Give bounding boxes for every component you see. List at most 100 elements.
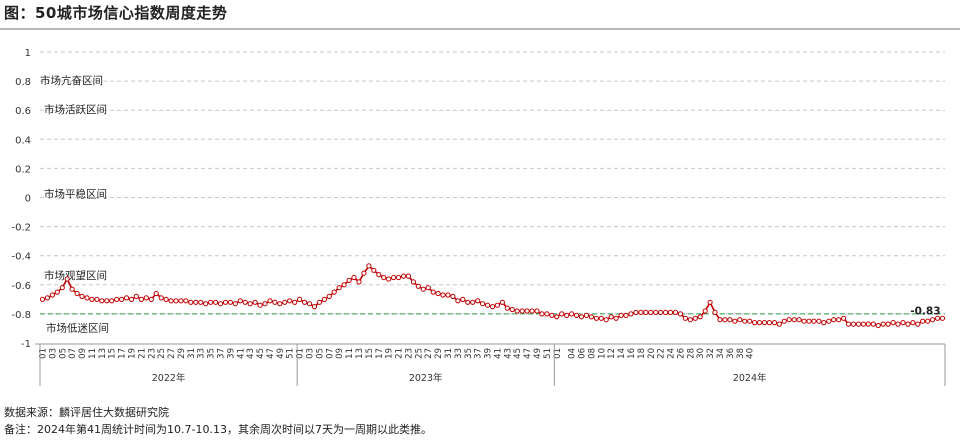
data-point xyxy=(930,317,936,323)
data-point xyxy=(64,276,70,282)
y-tick-label: 0.2 xyxy=(15,164,31,175)
x-tick-label: 49 xyxy=(533,348,543,359)
data-point xyxy=(114,296,120,302)
data-point xyxy=(529,308,535,314)
data-point xyxy=(232,301,238,307)
data-point xyxy=(761,320,768,326)
data-point xyxy=(905,321,911,327)
data-point xyxy=(193,299,199,305)
data-point xyxy=(524,308,530,314)
data-point xyxy=(346,277,352,283)
x-tick-label: 45 xyxy=(513,348,523,359)
data-point xyxy=(608,314,614,320)
y-tick-label: -0.2 xyxy=(11,223,31,234)
data-point xyxy=(69,286,75,292)
x-tick-label: 18 xyxy=(637,348,647,359)
x-tick-label: 23 xyxy=(147,348,157,359)
data-point xyxy=(297,296,303,302)
data-point xyxy=(875,322,881,329)
data-point xyxy=(475,298,481,304)
data-point xyxy=(737,317,743,323)
data-point xyxy=(257,302,263,308)
data-point xyxy=(173,298,179,304)
data-point xyxy=(544,311,550,317)
data-point xyxy=(895,321,901,327)
data-point xyxy=(900,320,906,326)
x-tick-label: 05 xyxy=(58,348,68,359)
data-point xyxy=(252,299,258,305)
x-tick-label: 23 xyxy=(404,348,414,359)
x-tick-label: 17 xyxy=(375,348,385,359)
data-point xyxy=(791,317,797,323)
data-point xyxy=(499,299,505,305)
remark-note: 备注：2024年第41周统计时间为10.7-10.13，其余周次时间以7天为一周… xyxy=(4,423,432,436)
data-point xyxy=(742,318,748,324)
data-point xyxy=(198,299,204,305)
x-tick-label: 07 xyxy=(68,348,78,359)
data-point xyxy=(123,295,130,301)
data-point xyxy=(311,304,318,310)
chart-title: 图：50城市场信心指数周度走势 xyxy=(4,4,228,22)
x-tick-label: 35 xyxy=(464,348,474,359)
x-tick-label: 21 xyxy=(395,348,405,359)
x-tick-label: 19 xyxy=(128,348,138,359)
x-tick-label: 24 xyxy=(667,348,677,359)
data-point xyxy=(628,311,634,317)
x-tick-label: 09 xyxy=(78,348,88,359)
data-point xyxy=(351,274,357,281)
data-point xyxy=(816,318,822,324)
data-point xyxy=(732,318,738,324)
x-tick-label: 01 xyxy=(296,348,306,359)
data-point xyxy=(667,309,674,315)
y-tick-label: 0.4 xyxy=(15,135,31,146)
data-point xyxy=(648,309,654,315)
data-point xyxy=(613,315,619,321)
line-chart: 1 0.8 0.6 0.4 0.2 0 -0.2 -0.4 -0.6 -0.8 -1 市场亢奋区间市… xyxy=(11,48,946,386)
data-point xyxy=(79,293,85,299)
data-point xyxy=(578,314,585,320)
x-tick-label: 27 xyxy=(424,348,434,359)
x-tick-label: 49 xyxy=(276,348,286,359)
year-label: 2022年 xyxy=(152,372,186,384)
zone-label: 市场低迷区间 xyxy=(46,321,109,334)
x-tick-label: 31 xyxy=(187,348,197,359)
data-point xyxy=(564,312,570,318)
data-point xyxy=(747,318,753,324)
x-tick-label: 19 xyxy=(385,348,395,359)
x-tick-label: 41 xyxy=(236,348,246,359)
data-point xyxy=(920,318,926,324)
data-point xyxy=(133,293,139,299)
x-tick-label: 13 xyxy=(355,348,365,359)
data-point xyxy=(277,301,283,307)
data-point xyxy=(771,320,778,326)
data-point xyxy=(855,321,862,327)
data-point xyxy=(826,318,832,324)
data-point xyxy=(178,298,184,304)
x-tick-label: 15 xyxy=(108,348,118,359)
data-point xyxy=(756,320,763,326)
zone-label: 市场观望区间 xyxy=(44,269,107,282)
x-tick-label: 45 xyxy=(256,348,266,359)
y-tick-label: -1 xyxy=(21,339,31,350)
data-point xyxy=(188,299,194,305)
x-tick-label: 39 xyxy=(484,348,494,359)
last-value-label: -0.83 xyxy=(910,305,940,317)
data-point xyxy=(470,299,476,305)
x-tick-label: 06 xyxy=(578,348,588,359)
data-point xyxy=(915,321,921,327)
data-point xyxy=(752,320,758,326)
x-tick-label: 17 xyxy=(118,348,128,359)
zone-label: 市场活跃区间 xyxy=(44,103,107,116)
data-point xyxy=(237,298,243,304)
data-point xyxy=(672,309,679,315)
data-point xyxy=(356,279,362,285)
x-axis: 01 03 05 07 09 11 13 15 17 19 21 23 25 27 29 31 33 35 37 39… xyxy=(35,343,946,386)
data-point xyxy=(687,317,693,323)
data-point xyxy=(430,289,436,295)
data-point xyxy=(890,320,896,326)
data-point xyxy=(148,296,154,302)
data-point xyxy=(119,296,125,302)
data-point xyxy=(534,308,540,314)
x-tick-label: 20 xyxy=(647,348,657,359)
data-point xyxy=(74,290,80,297)
